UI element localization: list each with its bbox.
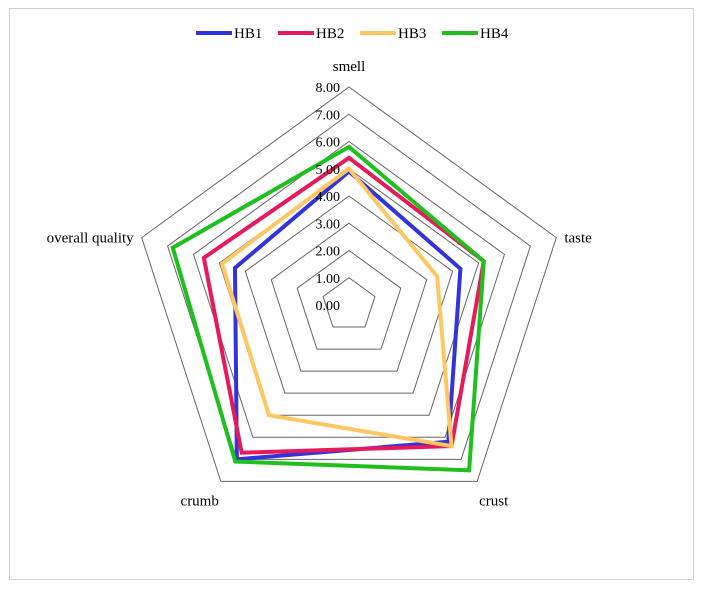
grid-ring <box>192 140 506 438</box>
tick-label: 2.00 <box>316 245 341 260</box>
tick-label: 7.00 <box>316 108 341 123</box>
legend-label-hb3: HB3 <box>398 26 426 42</box>
grid-ring <box>296 249 402 350</box>
tick-labels: 0.00 1.00 2.00 3.00 4.00 5.00 6.00 7.00 8.00 <box>316 81 341 314</box>
series-line-hb3 <box>219 166 454 449</box>
tick-label: 5.00 <box>316 163 341 178</box>
axis-label-overall-quality: overall quality <box>47 231 135 247</box>
axis-label-crumb: crumb <box>181 493 219 509</box>
grid-ring <box>322 277 376 328</box>
tick-label: 3.00 <box>316 217 341 232</box>
grid-ring <box>270 222 428 372</box>
axis-label-taste: taste <box>564 231 592 247</box>
series-line-hb4 <box>170 144 486 473</box>
axis-label-crust: crust <box>479 493 509 509</box>
tick-label: 4.00 <box>316 190 341 205</box>
tick-label: 6.00 <box>316 136 341 151</box>
legend-label-hb1: HB1 <box>234 26 262 42</box>
grid-ring <box>141 86 557 482</box>
grid-ring <box>166 113 532 460</box>
legend: HB1 HB2 HB3 HB4 <box>196 26 509 42</box>
legend-label-hb4: HB4 <box>480 26 509 42</box>
grid-ring <box>244 195 454 394</box>
legend-label-hb2: HB2 <box>316 26 344 42</box>
tick-label: 1.00 <box>316 272 341 287</box>
tick-label: 8.00 <box>316 81 341 96</box>
chart-frame <box>9 8 694 580</box>
axis-label-smell: smell <box>333 59 366 75</box>
axis-labels: smell taste crust crumb overall quality <box>47 59 593 509</box>
series-layer <box>170 144 486 473</box>
tick-label: 0.00 <box>316 299 341 314</box>
